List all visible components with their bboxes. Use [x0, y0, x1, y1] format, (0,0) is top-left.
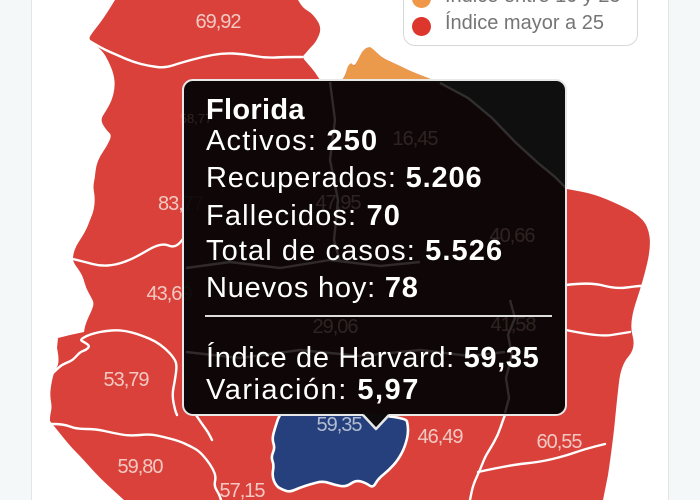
svg-text:16,45: 16,45: [392, 128, 438, 150]
svg-text:41,58: 41,58: [490, 314, 536, 336]
svg-text:58,77: 58,77: [180, 111, 213, 126]
svg-text:53,79: 53,79: [103, 369, 149, 391]
svg-text:60,55: 60,55: [536, 431, 582, 453]
svg-text:40,66: 40,66: [489, 225, 535, 247]
svg-text:59,35: 59,35: [316, 414, 362, 436]
svg-text:69,92: 69,92: [195, 11, 241, 33]
svg-text:47,95: 47,95: [315, 192, 361, 214]
svg-text:46,49: 46,49: [417, 426, 463, 448]
svg-text:57,15: 57,15: [219, 480, 265, 500]
svg-text:29,06: 29,06: [312, 316, 358, 338]
svg-text:43,69: 43,69: [146, 283, 192, 305]
svg-text:59,80: 59,80: [117, 456, 163, 478]
